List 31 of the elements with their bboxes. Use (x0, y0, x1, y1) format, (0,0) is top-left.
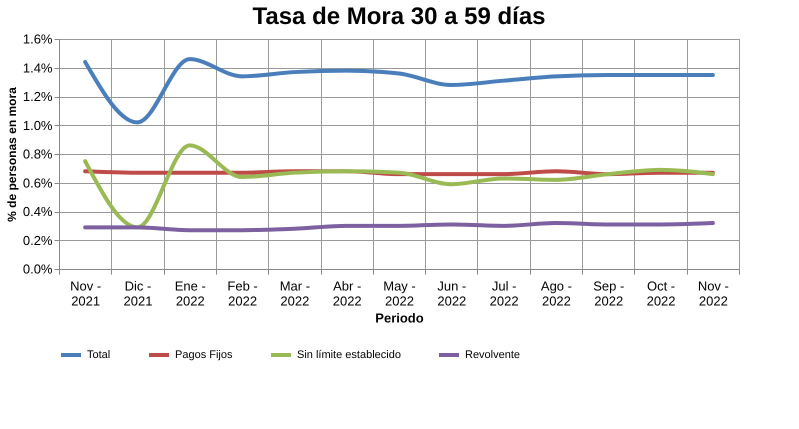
line-series (83, 221, 715, 232)
x-tick-label: Ago - 2022 (540, 278, 572, 308)
y-axis-title: % de personas en mora (4, 86, 19, 222)
legend-label: Total (87, 349, 110, 361)
y-tick-label: 0.8% (22, 146, 53, 162)
x-tick-label: Ene - 2022 (174, 278, 206, 308)
x-tick-label: Sep - 2022 (593, 278, 624, 308)
x-tick-label: Jun - 2022 (437, 278, 466, 308)
x-tick-label: Feb - 2022 (227, 278, 258, 308)
x-tick-label: May - 2022 (383, 278, 416, 308)
x-tick-label: Jul - 2022 (490, 278, 519, 308)
y-tick-label: 0.4% (22, 204, 53, 219)
line-series (83, 57, 715, 124)
x-tick-label: Nov - 2022 (698, 278, 729, 308)
chart-title: Tasa de Mora 30 a 59 días (252, 3, 546, 30)
legend-label: Revolvente (465, 349, 520, 361)
x-tick-label: Abr - 2022 (332, 278, 362, 308)
y-tick-label: 1.2% (22, 89, 53, 104)
y-tick-label: 0.6% (22, 175, 53, 190)
y-tick-label: 0.0% (22, 262, 53, 276)
x-axis-title: Periodo (375, 310, 424, 326)
x-tick-label: Nov - 2021 (70, 278, 102, 308)
x-tick-label: Mar - 2022 (280, 278, 310, 308)
y-tick-label: 1.0% (22, 118, 53, 133)
y-tick-label: 1.6% (22, 32, 53, 46)
legend-label: Sin límite establecido (297, 349, 401, 361)
x-tick-label: Dic - 2021 (124, 278, 152, 308)
legend-label: Pagos Fijos (175, 349, 233, 361)
x-tick-label: Oct - 2022 (646, 278, 676, 308)
y-tick-label: 0.2% (22, 232, 53, 248)
y-tick-label: 1.4% (22, 60, 53, 76)
